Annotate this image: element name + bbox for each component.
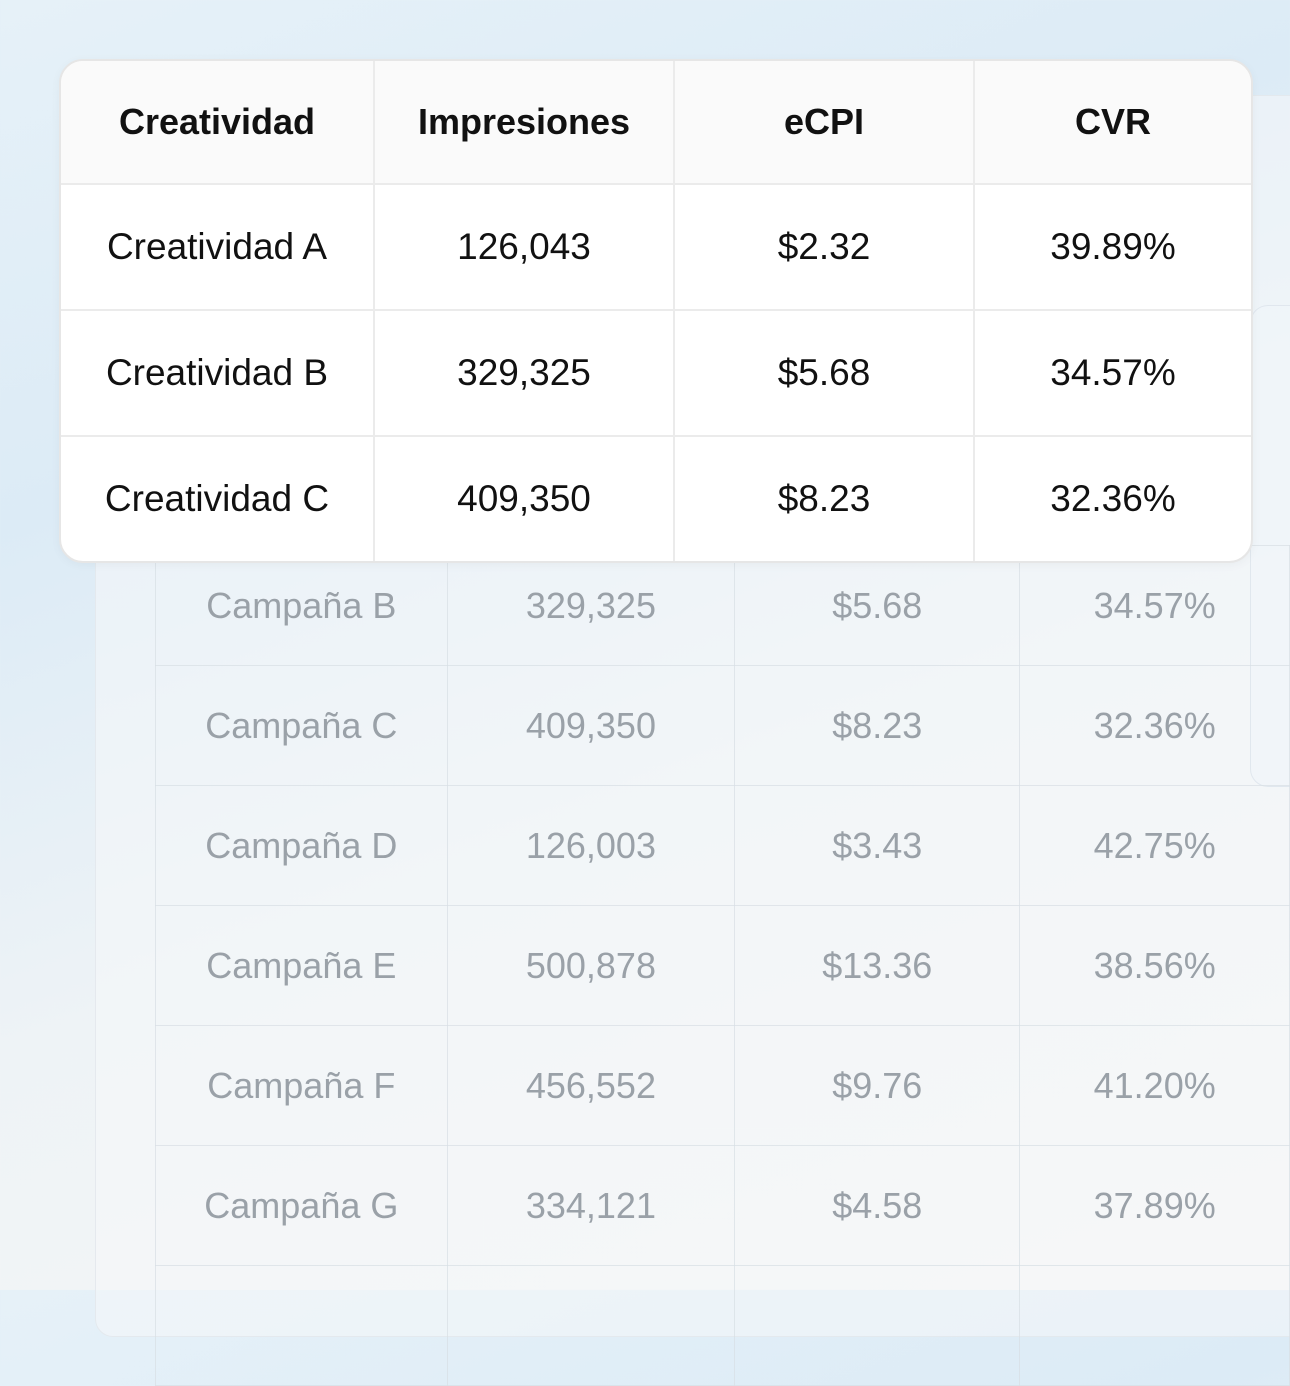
cell-impressions: 334,121 bbox=[446, 1145, 736, 1266]
cell-impressions: 409,350 bbox=[446, 665, 736, 786]
cell-cvr: 34.57% bbox=[1019, 545, 1290, 666]
cell-name: Campaña B bbox=[155, 545, 448, 666]
header-cvr: CVR bbox=[973, 61, 1251, 185]
table-row: Creatividad B 329,325 $5.68 34.57% bbox=[61, 309, 1251, 437]
cell-cvr bbox=[1019, 1265, 1290, 1386]
cell-name: Campaña F bbox=[155, 1025, 448, 1146]
cell-name: Creatividad A bbox=[61, 183, 375, 311]
cell-ecpi: $5.68 bbox=[673, 309, 975, 437]
cell-cvr: 42.75% bbox=[1019, 785, 1290, 906]
table-row: Campaña F 456,552 $9.76 41.20% bbox=[155, 1025, 1290, 1146]
table-row: Campaña D 126,003 $3.43 42.75% bbox=[155, 785, 1290, 906]
header-impresiones: Impresiones bbox=[373, 61, 675, 185]
cell-cvr: 39.89% bbox=[973, 183, 1251, 311]
cell-ecpi: $8.23 bbox=[673, 435, 975, 561]
cell-impressions: 456,552 bbox=[446, 1025, 736, 1146]
creative-table-card: Creatividad Impresiones eCPI CVR Creativ… bbox=[59, 59, 1253, 563]
table-row: Campaña E 500,878 $13.36 38.56% bbox=[155, 905, 1290, 1026]
cell-ecpi: $3.43 bbox=[734, 785, 1021, 906]
cell-ecpi bbox=[734, 1265, 1021, 1386]
table-row: Creatividad C 409,350 $8.23 32.36% bbox=[61, 435, 1251, 561]
cell-impressions bbox=[446, 1265, 736, 1386]
table-row: Campaña G 334,121 $4.58 37.89% bbox=[155, 1145, 1290, 1266]
cell-name: Creatividad B bbox=[61, 309, 375, 437]
cell-ecpi: $4.58 bbox=[734, 1145, 1021, 1266]
cell-ecpi: $9.76 bbox=[734, 1025, 1021, 1146]
cell-cvr: 41.20% bbox=[1019, 1025, 1290, 1146]
cell-cvr: 32.36% bbox=[973, 435, 1251, 561]
cell-impressions: 126,043 bbox=[373, 183, 675, 311]
cell-name: Campaña D bbox=[155, 785, 448, 906]
cell-name: Campaña E bbox=[155, 905, 448, 1026]
cell-ecpi: $2.32 bbox=[673, 183, 975, 311]
cell-ecpi: $8.23 bbox=[734, 665, 1021, 786]
table-header-row: Creatividad Impresiones eCPI CVR bbox=[61, 61, 1251, 185]
cell-cvr: 38.56% bbox=[1019, 905, 1290, 1026]
cell-name bbox=[155, 1265, 448, 1386]
table-row: Campaña C 409,350 $8.23 32.36% bbox=[155, 665, 1290, 786]
background-campaign-table: Campaña B 329,325 $5.68 34.57% Campaña C 409,… bbox=[155, 545, 1290, 1386]
cell-impressions: 500,878 bbox=[446, 905, 736, 1026]
cell-ecpi: $13.36 bbox=[734, 905, 1021, 1026]
cell-name: Campaña C bbox=[155, 665, 448, 786]
table-row: Campaña B 329,325 $5.68 34.57% bbox=[155, 545, 1290, 666]
header-ecpi: eCPI bbox=[673, 61, 975, 185]
cell-cvr: 32.36% bbox=[1019, 665, 1290, 786]
cell-cvr: 34.57% bbox=[973, 309, 1251, 437]
table-row bbox=[155, 1265, 1290, 1386]
cell-ecpi: $5.68 bbox=[734, 545, 1021, 666]
table-row: Creatividad A 126,043 $2.32 39.89% bbox=[61, 183, 1251, 311]
cell-cvr: 37.89% bbox=[1019, 1145, 1290, 1266]
cell-name: Campaña G bbox=[155, 1145, 448, 1266]
header-creatividad: Creatividad bbox=[61, 61, 375, 185]
cell-impressions: 409,350 bbox=[373, 435, 675, 561]
cell-impressions: 329,325 bbox=[373, 309, 675, 437]
cell-impressions: 329,325 bbox=[446, 545, 736, 666]
creative-table: Creatividad Impresiones eCPI CVR Creativ… bbox=[61, 61, 1251, 561]
cell-name: Creatividad C bbox=[61, 435, 375, 561]
cell-impressions: 126,003 bbox=[446, 785, 736, 906]
